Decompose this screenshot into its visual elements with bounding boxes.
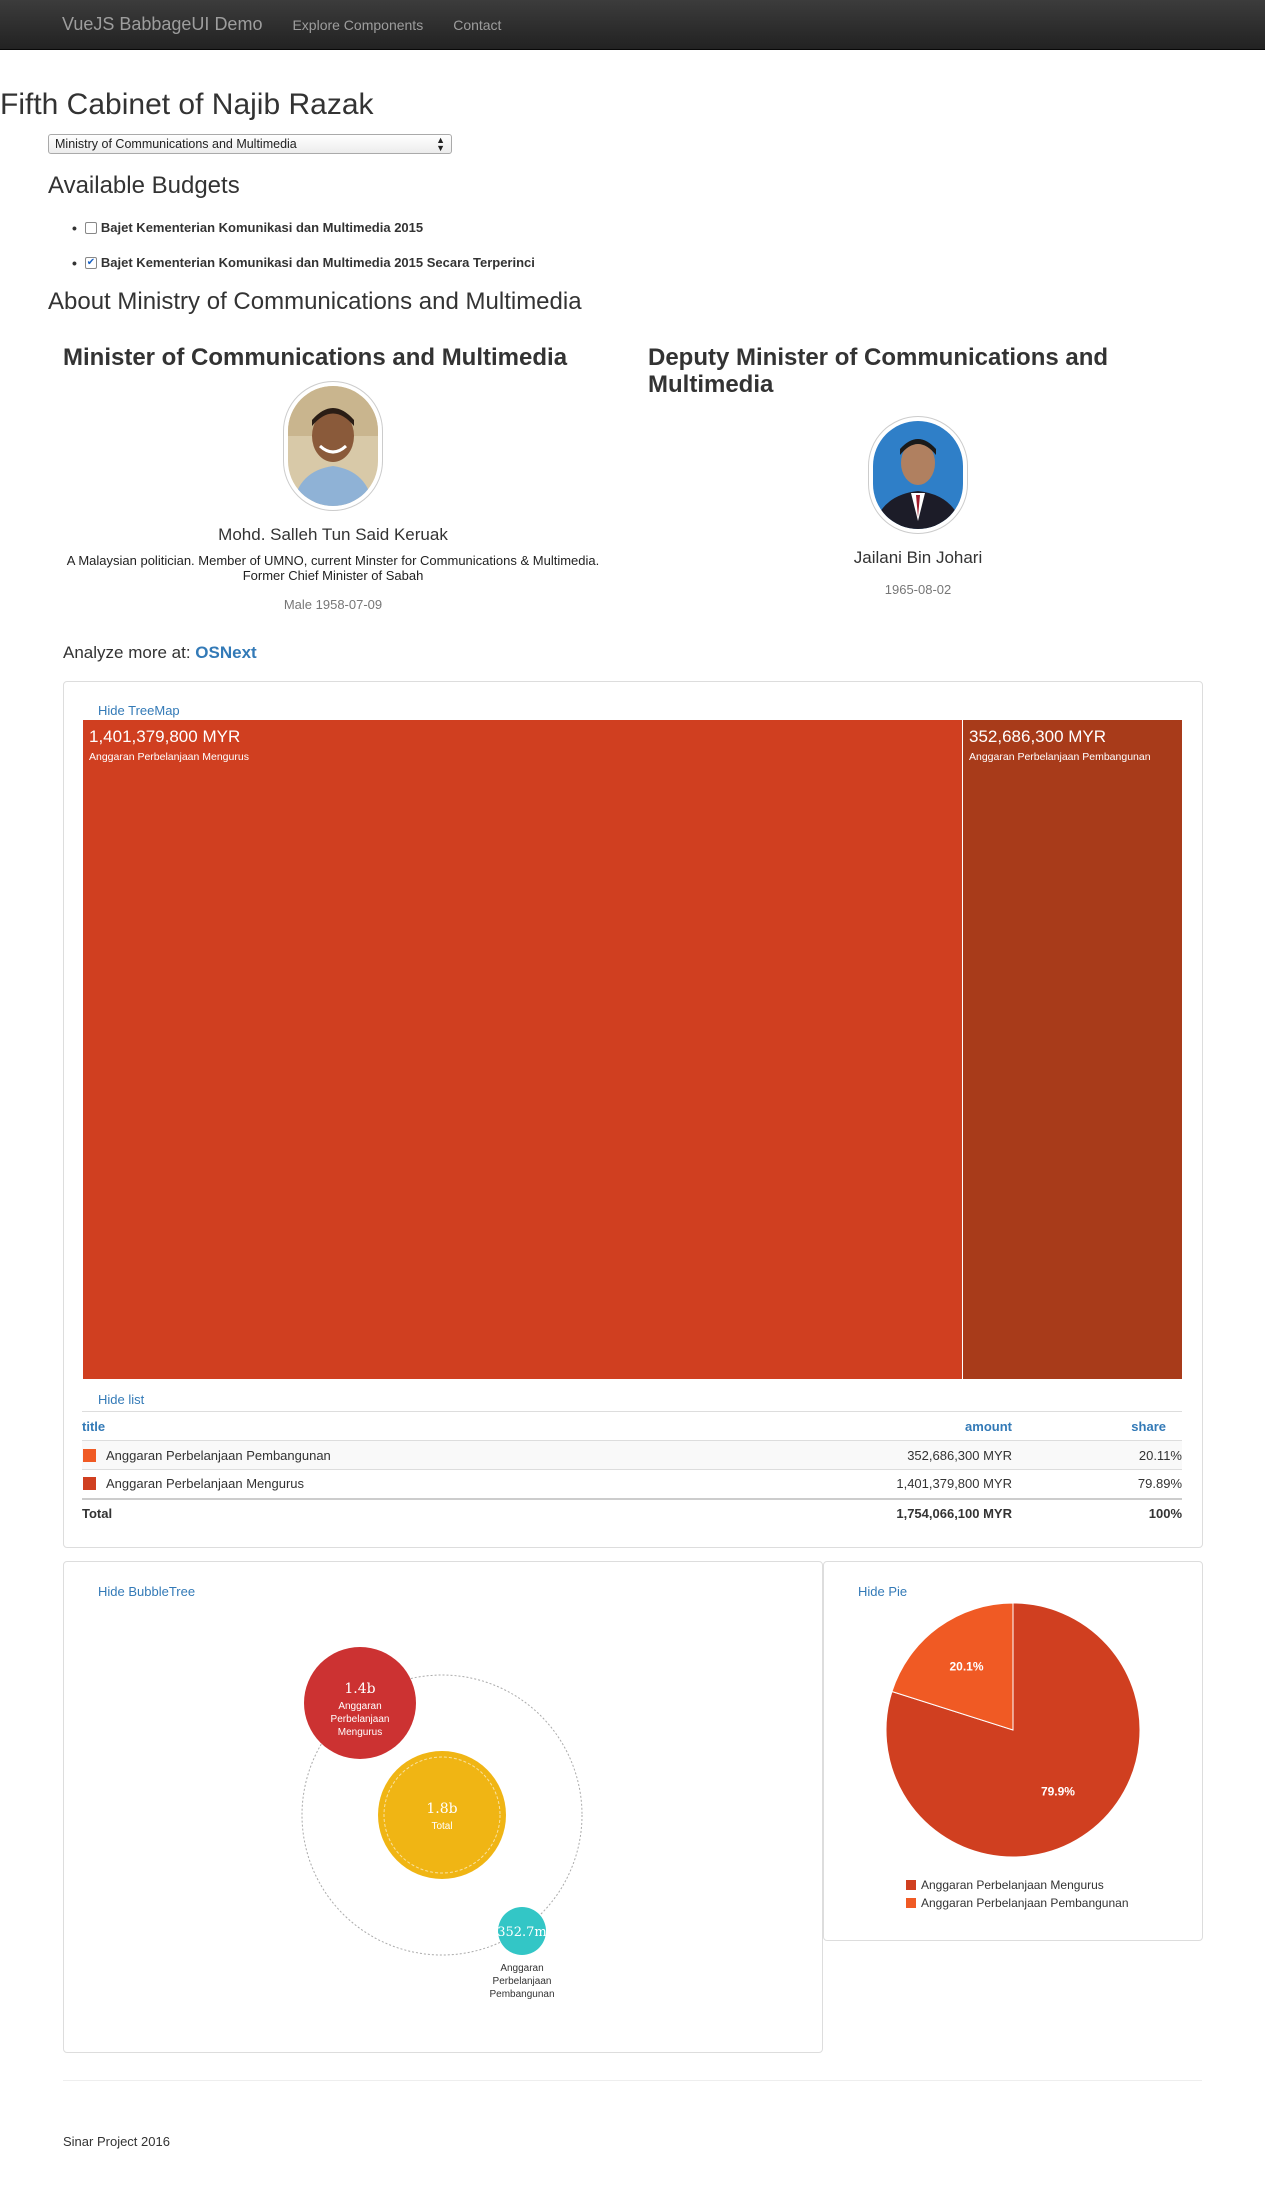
budget-label-1: Bajet Kementerian Komunikasi dan Multime… bbox=[100, 255, 535, 270]
deputy-meta: 1965-08-02 bbox=[884, 582, 952, 597]
minister-description: A Malaysian politician. Member of UMNO, … bbox=[66, 553, 600, 583]
footer-text: Sinar Project 2016 bbox=[63, 2134, 170, 2149]
pie-legend: Anggaran Perbelanjaan Mengurus Anggaran … bbox=[906, 1876, 1129, 1912]
table-row[interactable]: Anggaran Perbelanjaan Pembangunan 352,68… bbox=[82, 1440, 1182, 1470]
pie-legend-item[interactable]: Anggaran Perbelanjaan Mengurus bbox=[906, 1876, 1129, 1894]
total-share: 100% bbox=[1012, 1497, 1182, 1528]
budget-item: • Bajet Kementerian Komunikasi dan Multi… bbox=[72, 210, 535, 245]
pie-slice-label: 20.1% bbox=[950, 1659, 984, 1673]
bubble-label-line: Perbelanjaan bbox=[331, 1714, 390, 1725]
table-row[interactable]: Anggaran Perbelanjaan Mengurus 1,401,379… bbox=[82, 1469, 1182, 1499]
minister-name: Mohd. Salleh Tun Said Keruak bbox=[218, 525, 448, 544]
row-amount: 352,686,300 MYR bbox=[752, 1440, 1012, 1470]
brand-link[interactable]: VueJS BabbageUI Demo bbox=[62, 14, 263, 34]
minister-role: Minister of Communications and Multimedi… bbox=[63, 344, 568, 371]
bubble-pembangunan-value: 352.7m bbox=[497, 1925, 547, 1940]
bubble-label-line: Mengurus bbox=[338, 1727, 382, 1738]
bubble-mengurus-label: Anggaran Perbelanjaan Mengurus bbox=[331, 1701, 390, 1738]
bubble-label-line: Pembangunan bbox=[489, 1989, 554, 2000]
bullet-icon: • bbox=[72, 219, 77, 236]
hide-list-link[interactable]: Hide list bbox=[98, 1392, 145, 1407]
osnext-link[interactable]: OSNext bbox=[195, 643, 257, 662]
total-amount: 1,754,066,100 MYR bbox=[752, 1497, 1012, 1528]
budget-label-0: Bajet Kementerian Komunikasi dan Multime… bbox=[100, 220, 424, 235]
nav-contact[interactable]: Contact bbox=[453, 16, 502, 33]
nav-explore-components[interactable]: Explore Components bbox=[292, 16, 424, 33]
minister-card: Minister of Communications and Multimedi… bbox=[63, 344, 603, 612]
legend-swatch-icon bbox=[906, 1898, 916, 1908]
deputy-role: Deputy Minister of Communications and Mu… bbox=[648, 344, 1109, 398]
budget-checkbox-0[interactable] bbox=[84, 221, 97, 234]
minister-avatar bbox=[283, 381, 383, 511]
hide-pie-link[interactable]: Hide Pie bbox=[858, 1584, 908, 1599]
swatch-icon bbox=[83, 1477, 96, 1491]
swatch-icon bbox=[83, 1448, 96, 1462]
treemap-label: Anggaran Perbelanjaan Mengurus bbox=[89, 751, 249, 763]
treemap-block-mengurus[interactable]: 1,401,379,800 MYR Anggaran Perbelanjaan … bbox=[83, 720, 962, 1379]
bubble-pembangunan-label: Anggaran Perbelanjaan Pembangunan bbox=[489, 1963, 554, 2000]
treemap-amount: 352,686,300 MYR bbox=[969, 727, 1107, 746]
header-share[interactable]: share bbox=[1012, 1411, 1182, 1441]
bubble-label-line: Perbelanjaan bbox=[493, 1976, 552, 1987]
pie-chart: 79.9% 20.1% bbox=[885, 1602, 1141, 1858]
bubbletree-orbit bbox=[301, 1674, 583, 1956]
bubble-total-label: Total bbox=[431, 1821, 452, 1832]
bubble-label-line: Anggaran bbox=[338, 1701, 381, 1712]
ministry-select[interactable]: Ministry of Communications and Multimedi… bbox=[48, 134, 452, 154]
bubble-total-ring bbox=[383, 1756, 501, 1874]
row-share: 20.11% bbox=[1012, 1440, 1182, 1470]
bubble-total-value: 1.8b bbox=[426, 1801, 457, 1817]
bubbletree-chart: 1.8b Total 1.4b Anggaran Perbelanjaan Meng… bbox=[301, 1647, 583, 2000]
ministry-select-value: Ministry of Communications and Multimedi… bbox=[55, 137, 297, 151]
hide-treemap-link[interactable]: Hide TreeMap bbox=[98, 703, 180, 718]
bubble-pembangunan[interactable] bbox=[498, 1907, 546, 1955]
pie-slice-1[interactable] bbox=[891, 1602, 1014, 1731]
treemap-label: Anggaran Perbelanjaan Pembangunan bbox=[969, 751, 1151, 763]
deputy-card: Deputy Minister of Communications and Mu… bbox=[648, 344, 1188, 597]
treemap-block-pembangunan[interactable]: 352,686,300 MYR Anggaran Perbelanjaan Pe… bbox=[962, 720, 1182, 1379]
select-arrows-icon: ▲ ▼ bbox=[436, 135, 445, 153]
bubble-total[interactable] bbox=[378, 1751, 506, 1879]
legend-label: Anggaran Perbelanjaan Pembangunan bbox=[921, 1896, 1129, 1910]
budget-table: title amount share Anggaran Perbelanjaan… bbox=[82, 1411, 1182, 1528]
row-share: 79.89% bbox=[1012, 1469, 1182, 1499]
header-amount[interactable]: amount bbox=[752, 1411, 1012, 1441]
analyze-more: Analyze more at: OSNext bbox=[63, 643, 257, 663]
table-total-row: Total 1,754,066,100 MYR 100% bbox=[82, 1497, 1182, 1528]
total-title: Total bbox=[82, 1497, 752, 1528]
bubble-mengurus-value: 1.4b bbox=[344, 1681, 375, 1697]
budget-list: • Bajet Kementerian Komunikasi dan Multi… bbox=[72, 210, 535, 280]
table-header-row: title amount share bbox=[82, 1411, 1182, 1441]
minister-meta: Male 1958-07-09 bbox=[283, 597, 383, 612]
pie-slice-label: 79.9% bbox=[1041, 1785, 1075, 1799]
row-title: Anggaran Perbelanjaan Mengurus bbox=[106, 1476, 305, 1492]
available-budgets-heading: Available Budgets bbox=[48, 172, 240, 199]
bullet-icon: • bbox=[72, 254, 77, 271]
deputy-name: Jailani Bin Johari bbox=[853, 548, 983, 567]
hide-bubbletree-link[interactable]: Hide BubbleTree bbox=[98, 1584, 196, 1599]
page-title: Fifth Cabinet of Najib Razak bbox=[0, 88, 374, 121]
budget-item: • ✔ Bajet Kementerian Komunikasi dan Mul… bbox=[72, 245, 535, 280]
row-title: Anggaran Perbelanjaan Pembangunan bbox=[106, 1447, 331, 1463]
legend-swatch-icon bbox=[906, 1880, 916, 1890]
pie-legend-item[interactable]: Anggaran Perbelanjaan Pembangunan bbox=[906, 1894, 1129, 1912]
treemap-amount: 1,401,379,800 MYR bbox=[89, 727, 241, 746]
deputy-photo bbox=[873, 421, 963, 529]
footer-divider bbox=[63, 2080, 1202, 2081]
budget-checkbox-1[interactable]: ✔ bbox=[84, 256, 97, 269]
row-amount: 1,401,379,800 MYR bbox=[752, 1469, 1012, 1499]
minister-photo bbox=[288, 386, 378, 506]
pie-slice-0[interactable] bbox=[885, 1602, 1141, 1858]
bubble-mengurus[interactable] bbox=[304, 1647, 416, 1759]
deputy-avatar bbox=[868, 416, 968, 534]
header-title[interactable]: title bbox=[82, 1411, 752, 1441]
legend-label: Anggaran Perbelanjaan Mengurus bbox=[921, 1878, 1104, 1892]
bubble-label-line: Anggaran bbox=[500, 1963, 543, 1974]
analyze-prefix: Analyze more at: bbox=[63, 643, 191, 662]
about-heading: About Ministry of Communications and Mul… bbox=[48, 288, 582, 315]
navbar: VueJS BabbageUI Demo Explore Components … bbox=[0, 0, 1265, 50]
